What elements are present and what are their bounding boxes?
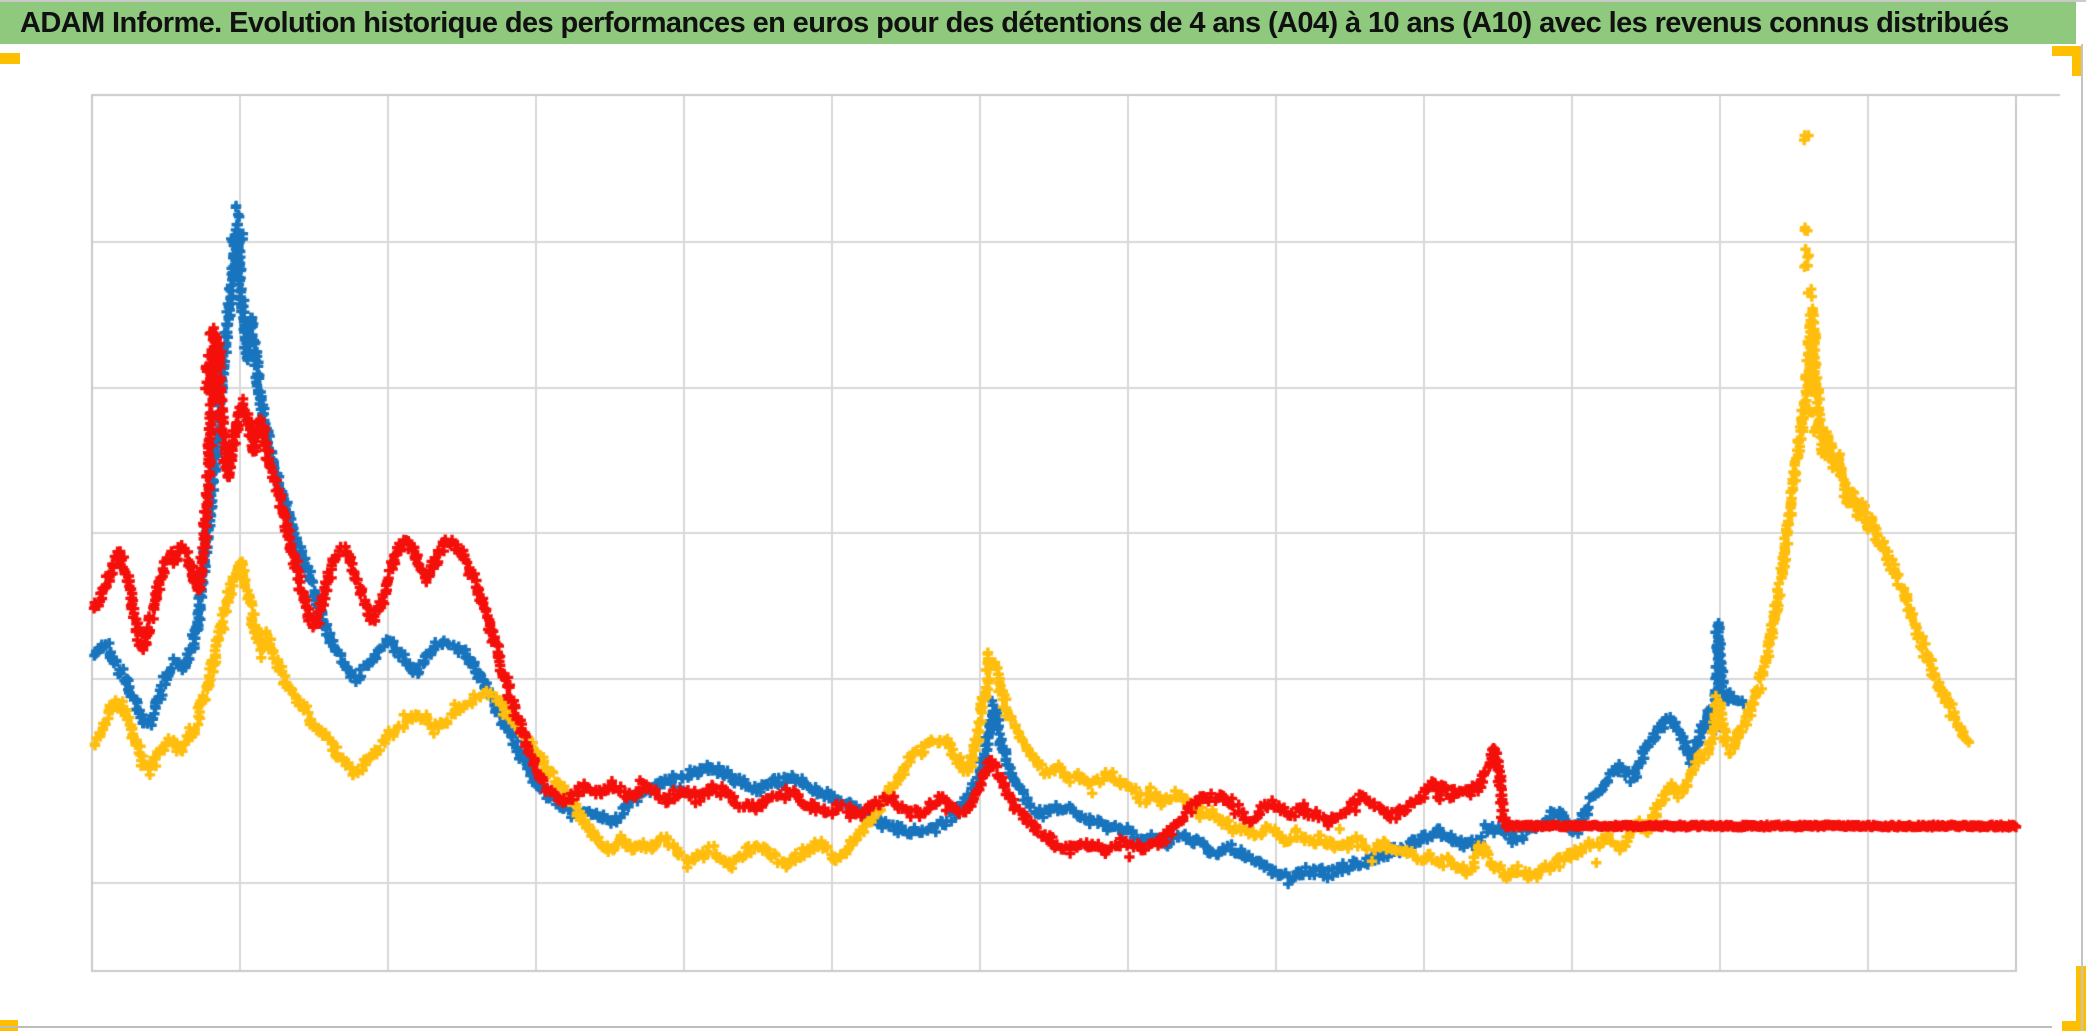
page-bottom-border [0, 1026, 2052, 1028]
accent-corner-bottom-right-horizontal [2062, 1021, 2086, 1031]
accent-corner-top-right-horizontal [2052, 46, 2082, 56]
page-right-border [2081, 44, 2083, 1031]
accent-corner-top-right-vertical [2072, 46, 2082, 76]
accent-mark-top-left [0, 53, 20, 64]
accent-mark-bottom-left [0, 1020, 18, 1031]
